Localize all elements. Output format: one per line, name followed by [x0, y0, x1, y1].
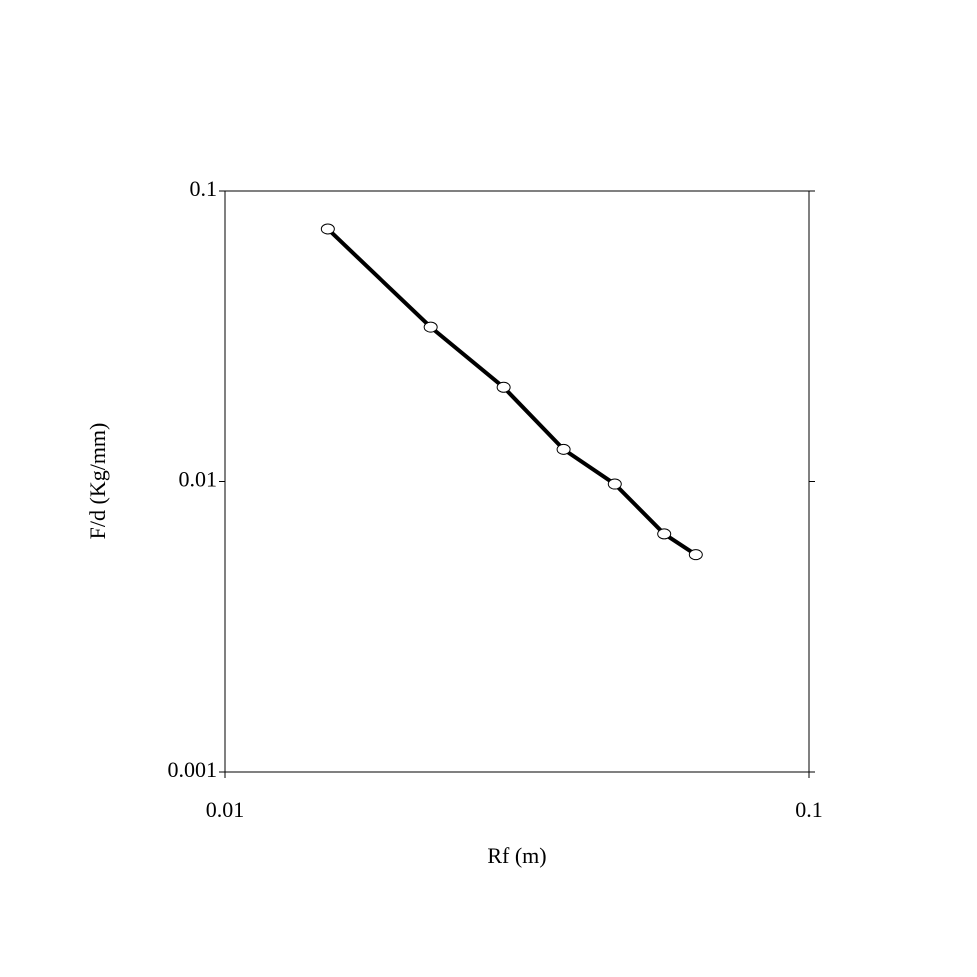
y-tick-label: 0.1	[190, 176, 218, 201]
series-line	[326, 227, 697, 557]
data-point	[607, 478, 622, 490]
x-tick-label: 0.1	[795, 797, 823, 822]
data-point	[556, 443, 571, 455]
data-point	[423, 321, 438, 333]
data-point	[496, 381, 511, 393]
x-axis-title: Rf (m)	[487, 843, 546, 868]
plot-frame	[224, 190, 810, 773]
data-point	[320, 223, 335, 235]
x-tick-label: 0.01	[206, 797, 245, 822]
y-tick-label: 0.01	[179, 467, 218, 492]
y-tick-label: 0.001	[168, 757, 218, 782]
data-point	[657, 528, 672, 540]
y-axis-title: F/d (Kg/mm)	[85, 423, 110, 540]
data-point	[688, 549, 703, 561]
